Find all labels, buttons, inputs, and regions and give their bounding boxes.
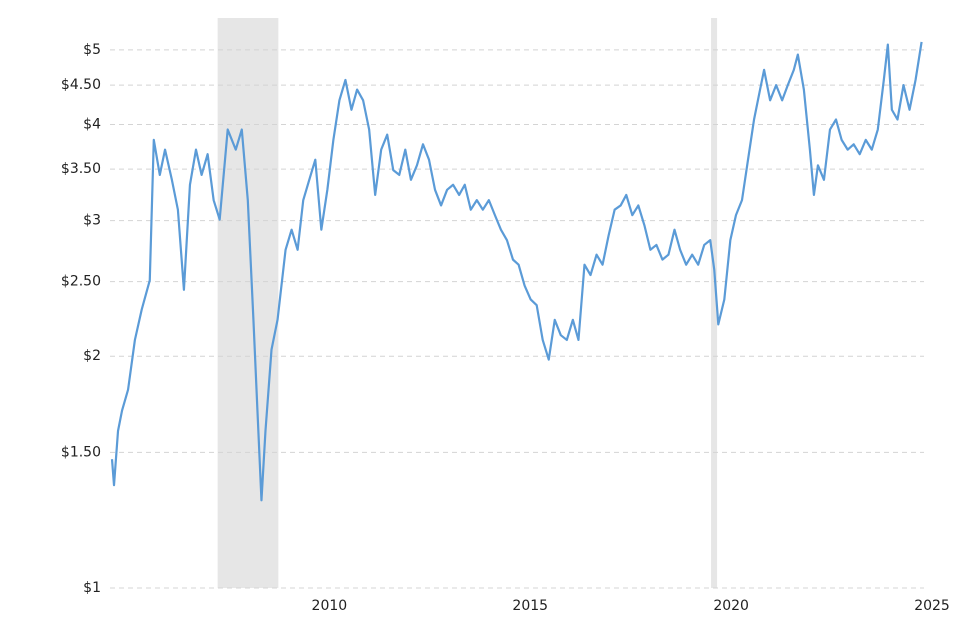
y-tick-label: $3.50	[61, 161, 101, 177]
x-tick-label: 2015	[512, 598, 548, 614]
y-tick-label: $1.50	[61, 444, 101, 460]
y-tick-label: $4.50	[61, 77, 101, 93]
shaded-region	[711, 18, 718, 588]
y-tick-label: $3	[83, 213, 101, 229]
shaded-region	[217, 18, 279, 588]
y-tick-label: $2	[83, 348, 101, 364]
y-tick-label: $1	[83, 580, 101, 596]
y-tick-label: $2.50	[61, 274, 101, 290]
y-tick-label: $5	[83, 42, 101, 58]
price-line	[110, 41, 923, 502]
x-tick-label: 2010	[312, 598, 348, 614]
x-tick-label: 2025	[914, 598, 950, 614]
x-tick-label: 2020	[713, 598, 749, 614]
y-tick-label: $4	[83, 116, 101, 132]
